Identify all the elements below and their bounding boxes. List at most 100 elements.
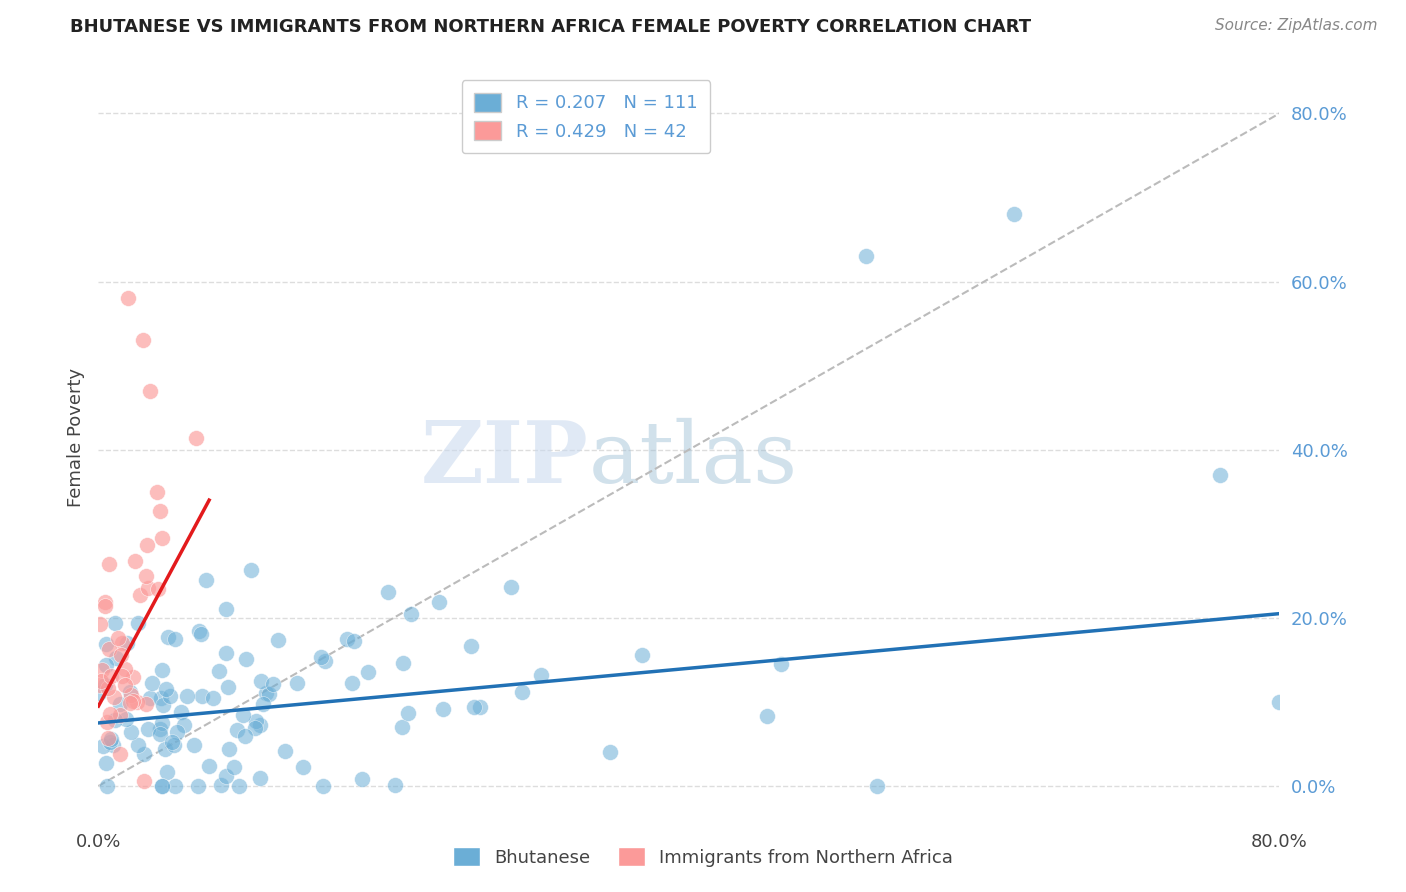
Point xyxy=(195,573,218,587)
Point xyxy=(226,723,249,737)
Point xyxy=(97,731,120,745)
Point xyxy=(865,779,887,793)
Point xyxy=(165,779,187,793)
Point xyxy=(190,626,212,640)
Point xyxy=(208,664,231,678)
Point xyxy=(104,650,127,665)
Point xyxy=(94,657,117,672)
Point xyxy=(357,665,380,680)
Point xyxy=(135,698,157,712)
Point xyxy=(120,725,142,739)
Text: 80.0%: 80.0% xyxy=(1251,833,1308,851)
Point xyxy=(249,718,271,732)
Point xyxy=(463,699,485,714)
Point xyxy=(108,697,131,711)
Point xyxy=(149,504,172,518)
Point xyxy=(91,739,114,753)
Point xyxy=(243,721,266,735)
Point xyxy=(111,636,134,650)
Point xyxy=(184,431,207,445)
Point xyxy=(114,662,136,676)
Legend: R = 0.207   N = 111, R = 0.429   N = 42: R = 0.207 N = 111, R = 0.429 N = 42 xyxy=(461,80,710,153)
Point xyxy=(432,702,454,716)
Point xyxy=(89,677,111,691)
Point xyxy=(125,695,148,709)
Point xyxy=(108,747,131,761)
Point xyxy=(235,652,257,666)
Point xyxy=(150,716,173,731)
Point xyxy=(232,707,254,722)
Point xyxy=(855,249,877,263)
Point xyxy=(132,747,155,761)
Point xyxy=(530,667,553,681)
Point xyxy=(104,713,127,727)
Point xyxy=(292,760,315,774)
Point xyxy=(121,694,143,708)
Point xyxy=(117,636,139,650)
Point xyxy=(135,569,157,583)
Point xyxy=(222,760,245,774)
Point xyxy=(149,727,172,741)
Point xyxy=(149,690,172,705)
Point xyxy=(770,657,793,671)
Point xyxy=(117,291,139,305)
Point xyxy=(110,708,132,723)
Point xyxy=(135,538,157,552)
Point xyxy=(188,624,211,638)
Point xyxy=(250,673,273,688)
Point xyxy=(215,602,238,616)
Point xyxy=(630,648,652,662)
Point xyxy=(139,384,162,398)
Point xyxy=(120,685,142,699)
Point xyxy=(218,742,240,756)
Point xyxy=(201,691,224,706)
Point xyxy=(89,617,111,632)
Point xyxy=(101,739,124,753)
Point xyxy=(138,691,160,706)
Point xyxy=(336,632,359,646)
Point xyxy=(512,685,534,699)
Point xyxy=(312,779,335,793)
Point xyxy=(254,686,277,700)
Point xyxy=(90,673,112,688)
Point xyxy=(249,771,271,785)
Point xyxy=(262,677,284,691)
Text: atlas: atlas xyxy=(589,417,797,500)
Point xyxy=(104,616,127,631)
Point xyxy=(309,650,332,665)
Point xyxy=(114,712,136,726)
Point xyxy=(152,698,174,712)
Point xyxy=(127,738,149,752)
Point xyxy=(176,689,198,703)
Point xyxy=(141,675,163,690)
Point xyxy=(94,756,117,770)
Point xyxy=(94,599,117,613)
Point xyxy=(150,531,173,545)
Point xyxy=(377,585,399,599)
Point xyxy=(460,639,482,653)
Point xyxy=(273,744,295,758)
Text: BHUTANESE VS IMMIGRANTS FROM NORTHERN AFRICA FEMALE POVERTY CORRELATION CHART: BHUTANESE VS IMMIGRANTS FROM NORTHERN AF… xyxy=(70,18,1032,36)
Point xyxy=(214,769,236,783)
Point xyxy=(314,654,336,668)
Point xyxy=(110,648,132,663)
Point xyxy=(159,689,181,703)
Point xyxy=(114,678,136,692)
Point xyxy=(107,631,129,645)
Point xyxy=(392,656,415,670)
Point xyxy=(155,742,177,756)
Point xyxy=(150,779,173,793)
Point xyxy=(136,581,159,595)
Point xyxy=(146,484,169,499)
Point xyxy=(257,687,280,701)
Point xyxy=(111,669,134,683)
Point xyxy=(150,663,173,677)
Point xyxy=(97,557,120,571)
Point xyxy=(756,709,779,723)
Point xyxy=(217,680,239,694)
Point xyxy=(170,705,193,719)
Point xyxy=(228,779,250,793)
Point xyxy=(100,669,122,683)
Point xyxy=(599,745,621,759)
Point xyxy=(501,580,523,594)
